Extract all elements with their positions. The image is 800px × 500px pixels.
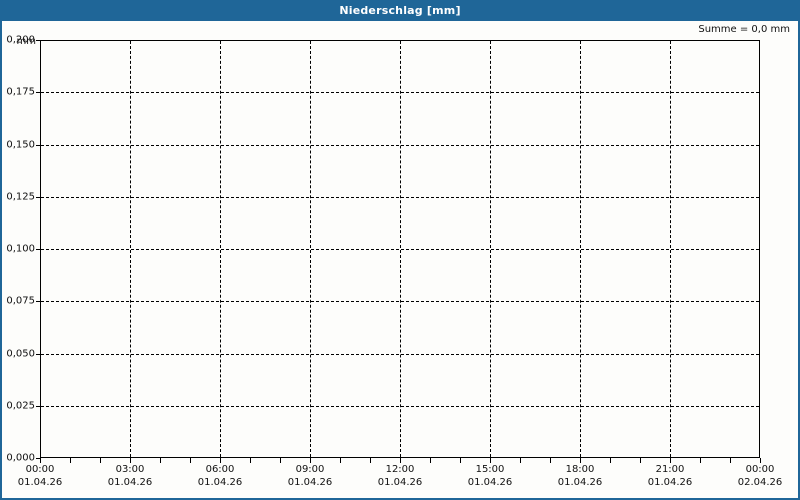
x-axis-tick-label: 00:00 01.04.26 xyxy=(5,463,75,489)
x-axis-tick-date: 01.04.26 xyxy=(197,477,243,488)
x-axis-minor-tick xyxy=(550,458,551,463)
x-axis-tick-label: 15:00 01.04.26 xyxy=(455,463,525,489)
x-axis-tick-date: 01.04.26 xyxy=(17,477,63,488)
x-axis-tick-label: 03:00 01.04.26 xyxy=(95,463,165,489)
x-axis-tick-date: 01.04.26 xyxy=(647,477,693,488)
x-axis-minor-tick xyxy=(190,458,191,463)
x-axis-tick-date: 01.04.26 xyxy=(557,477,603,488)
y-axis-tick-label: 0,150 xyxy=(6,139,35,150)
grid-line-vertical xyxy=(490,41,491,457)
x-axis-minor-tick xyxy=(670,458,671,463)
x-axis-minor-tick xyxy=(100,458,101,463)
y-axis-tick-label: 0,200 xyxy=(6,34,35,46)
x-axis-tick-label: 00:00 02.04.26 xyxy=(725,463,795,489)
x-axis-minor-tick xyxy=(730,458,731,463)
x-axis-minor-tick xyxy=(760,458,761,463)
x-axis-minor-tick xyxy=(250,458,251,463)
y-axis-tick xyxy=(36,301,40,303)
x-axis-minor-tick xyxy=(520,458,521,463)
x-axis-minor-tick xyxy=(130,458,131,463)
x-axis-minor-tick xyxy=(340,458,341,463)
grid-line-vertical xyxy=(310,41,311,457)
x-axis-tick-date: 01.04.26 xyxy=(377,477,423,488)
page-title: Niederschlag [mm] xyxy=(339,4,461,17)
x-axis-tick-time: 12:00 xyxy=(385,464,415,475)
y-axis-tick xyxy=(36,353,40,355)
grid-line-vertical xyxy=(580,41,581,457)
x-axis-tick-time: 15:00 xyxy=(475,464,505,475)
grid-line-vertical xyxy=(220,41,221,457)
x-axis-tick-label: 09:00 01.04.26 xyxy=(275,463,345,489)
y-axis-tick-label: 0,050 xyxy=(6,348,35,359)
y-axis-tick xyxy=(36,405,40,407)
x-axis-tick-time: 21:00 xyxy=(655,464,685,475)
x-axis-tick-time: 09:00 xyxy=(295,464,325,475)
x-axis-tick-time: 00:00 xyxy=(25,464,55,475)
x-axis-minor-tick xyxy=(280,458,281,463)
y-axis-tick-label: 0,025 xyxy=(6,400,35,412)
y-axis-tick xyxy=(36,92,40,94)
x-axis-minor-tick xyxy=(310,458,311,463)
grid-line-vertical xyxy=(130,41,131,457)
y-axis-unit-label: mm xyxy=(16,36,36,47)
x-axis-tick-time: 03:00 xyxy=(115,464,145,475)
x-axis-minor-tick xyxy=(640,458,641,463)
x-axis-tick-date: 01.04.26 xyxy=(287,477,333,488)
x-axis-tick-date: 02.04.26 xyxy=(737,477,783,488)
y-axis-tick xyxy=(36,458,40,459)
x-axis-tick-label: 18:00 01.04.26 xyxy=(545,463,615,489)
x-axis-minor-tick xyxy=(700,458,701,463)
y-axis-tick xyxy=(36,40,40,41)
y-axis-tick-label: 0,100 xyxy=(6,243,35,255)
summary-annotation: Summe = 0,0 mm xyxy=(698,24,790,35)
x-axis-minor-tick xyxy=(370,458,371,463)
y-axis-tick xyxy=(36,249,40,250)
x-axis-minor-tick xyxy=(400,458,401,463)
x-axis-minor-tick xyxy=(610,458,611,463)
y-axis-tick-label: 0,000 xyxy=(6,452,35,464)
x-axis-minor-tick xyxy=(40,458,41,463)
x-axis-tick-label: 06:00 01.04.26 xyxy=(185,463,255,489)
x-axis-tick-time: 06:00 xyxy=(205,464,235,475)
window-title-bar: Niederschlag [mm] xyxy=(0,0,800,21)
x-axis-tick-label: 21:00 01.04.26 xyxy=(635,463,705,489)
x-axis-minor-tick xyxy=(160,458,161,463)
y-axis-tick xyxy=(36,144,40,146)
grid-line-vertical xyxy=(400,41,401,457)
x-axis-tick-time: 18:00 xyxy=(565,464,595,475)
plot-area xyxy=(40,40,760,458)
grid-line-vertical xyxy=(670,41,671,457)
x-axis-tick-time: 00:00 xyxy=(745,464,775,475)
x-axis-tick-label: 12:00 01.04.26 xyxy=(365,463,435,489)
x-axis-minor-tick xyxy=(430,458,431,463)
y-axis-tick xyxy=(36,196,40,198)
x-axis-minor-tick xyxy=(460,458,461,463)
y-axis-tick-label: 0,125 xyxy=(6,191,35,203)
x-axis-minor-tick xyxy=(220,458,221,463)
x-axis-minor-tick xyxy=(490,458,491,463)
x-axis-minor-tick xyxy=(70,458,71,463)
y-axis-tick-label: 0,175 xyxy=(6,86,35,98)
x-axis-tick-date: 01.04.26 xyxy=(467,477,513,488)
x-axis-tick-date: 01.04.26 xyxy=(107,477,153,488)
x-axis-minor-tick xyxy=(580,458,581,463)
y-axis-tick-label: 0,075 xyxy=(6,295,35,307)
